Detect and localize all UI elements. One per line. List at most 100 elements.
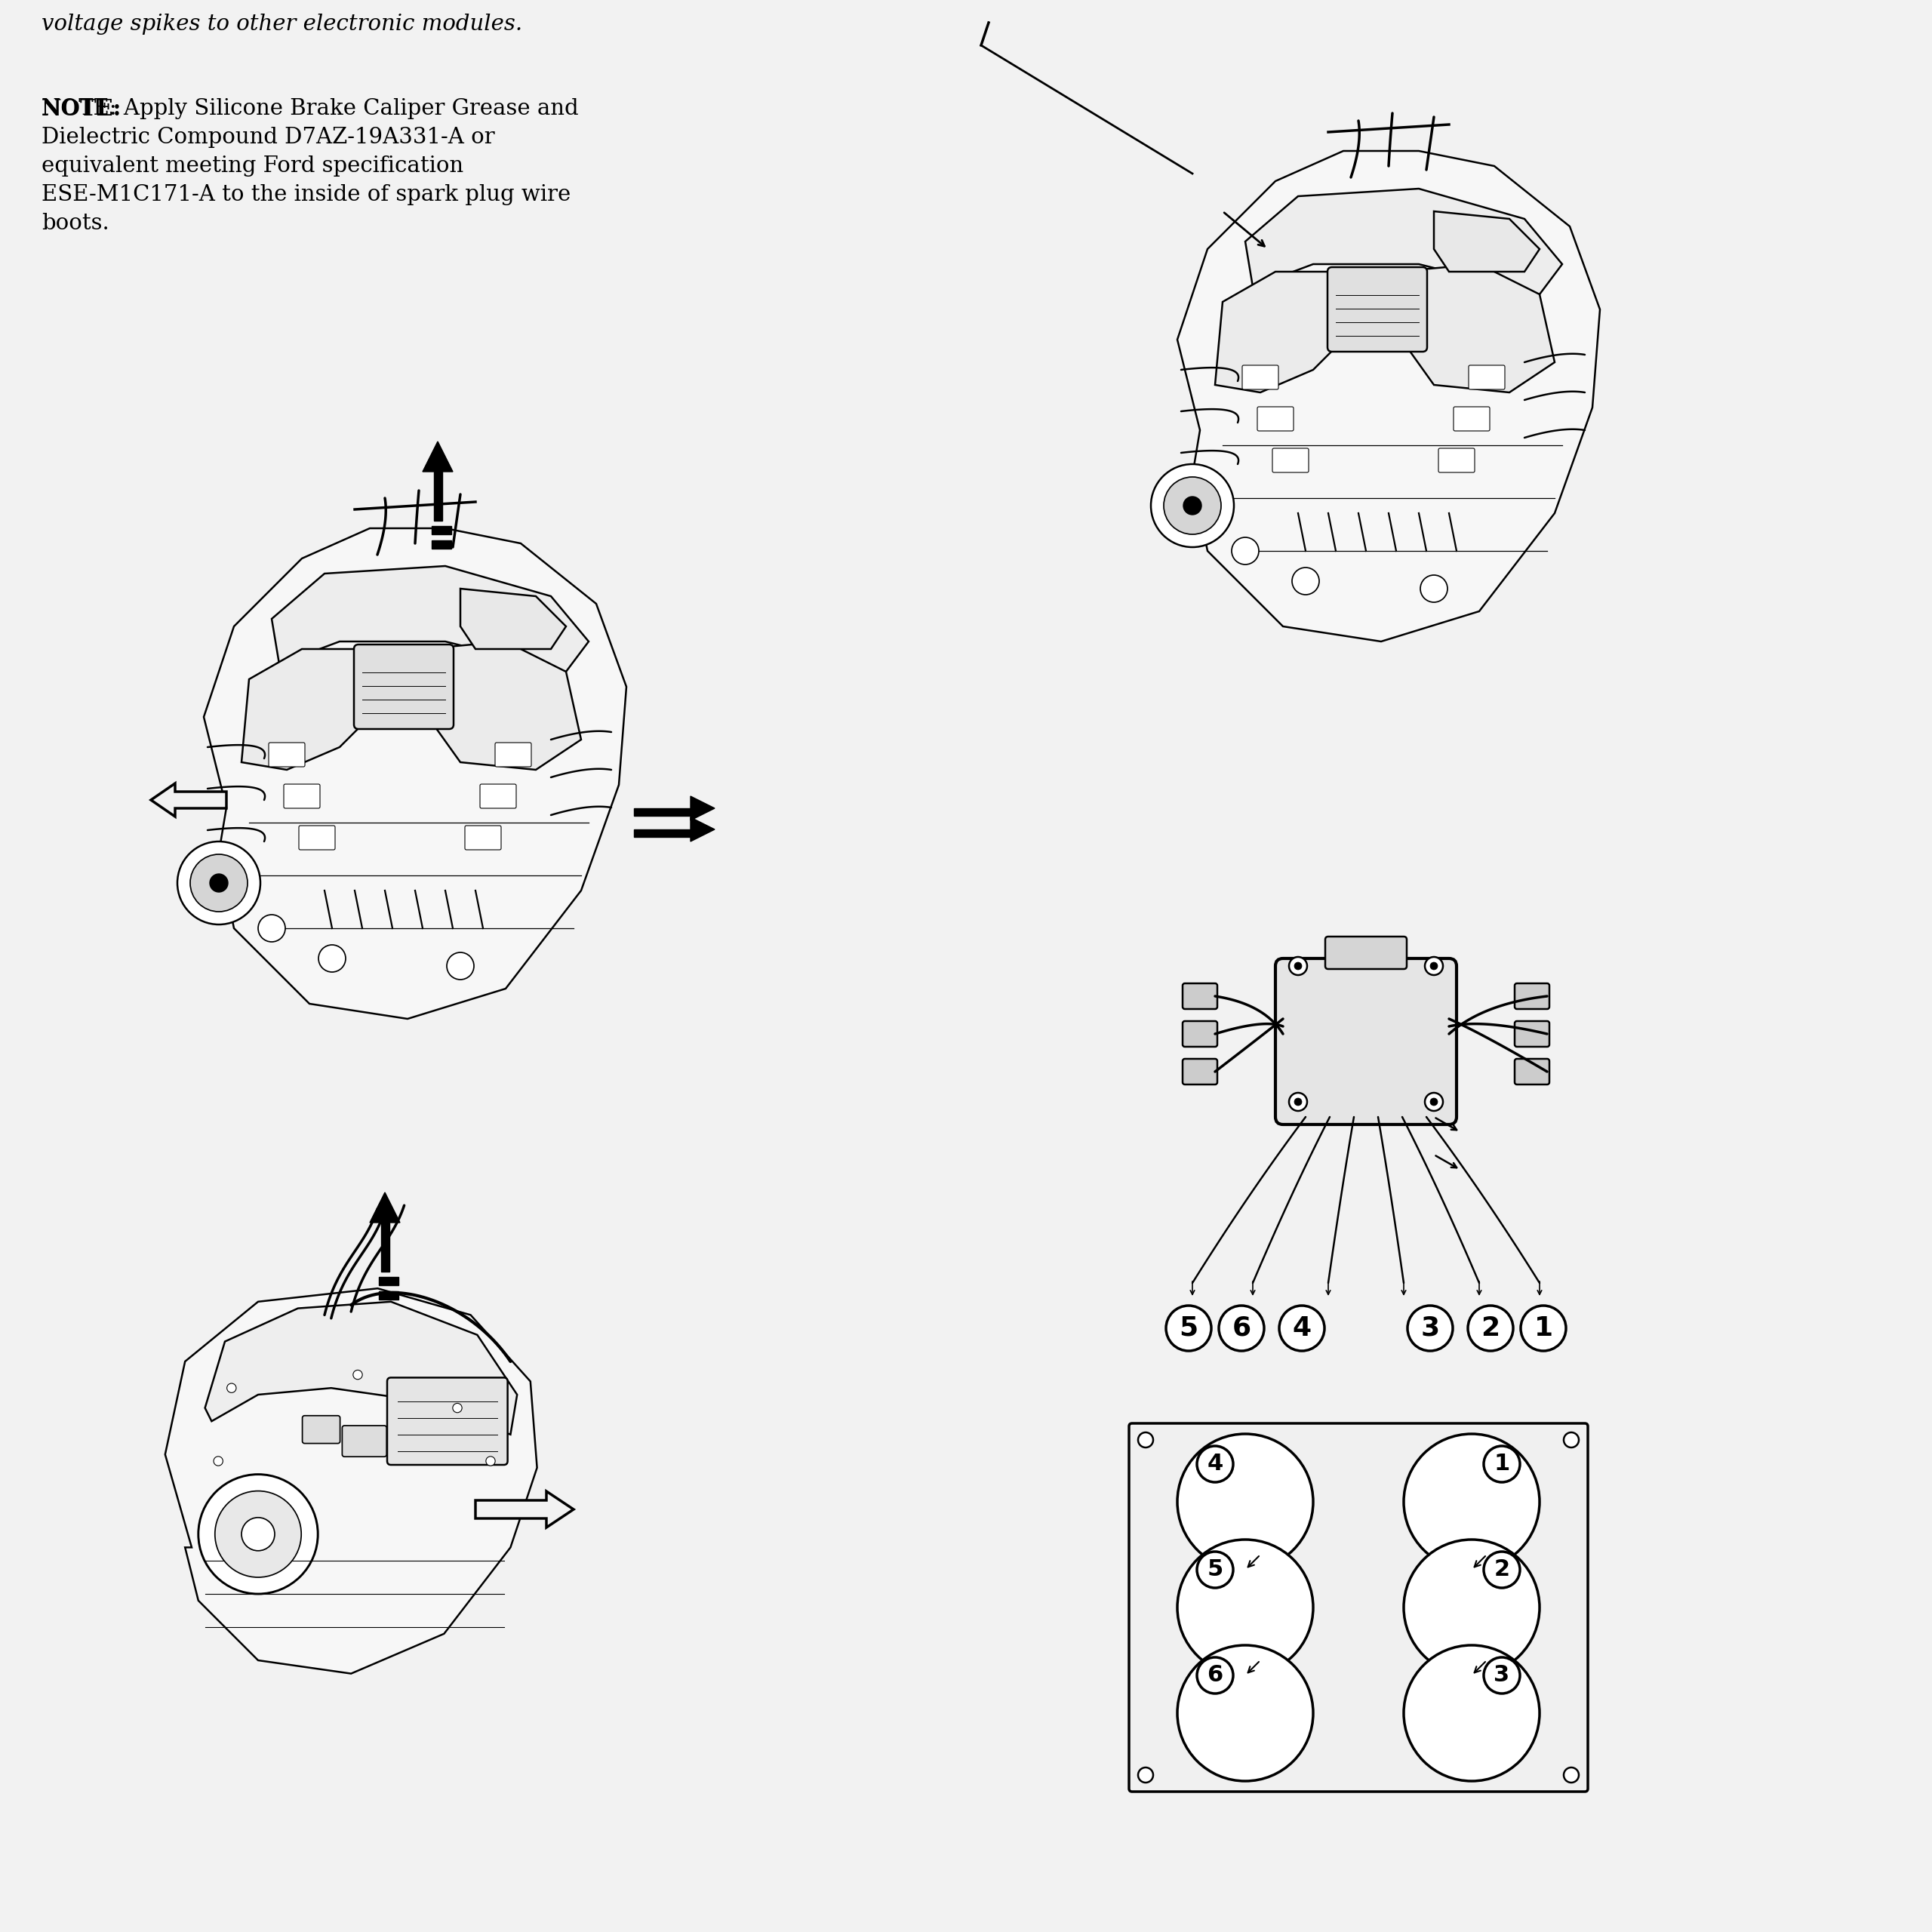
Circle shape [1408,1306,1453,1350]
Text: 5: 5 [1179,1316,1198,1341]
Circle shape [1177,1646,1314,1781]
FancyBboxPatch shape [466,825,500,850]
Polygon shape [242,649,377,769]
Polygon shape [1177,151,1600,641]
Circle shape [1138,1432,1153,1447]
Bar [634,808,690,815]
Polygon shape [423,641,582,769]
Bar [379,1291,398,1300]
Polygon shape [272,566,589,672]
FancyBboxPatch shape [354,645,454,728]
Circle shape [1294,1097,1302,1105]
Text: 6: 6 [1208,1665,1223,1687]
Polygon shape [690,796,715,821]
Polygon shape [475,1492,574,1528]
Circle shape [214,1457,222,1466]
Bar [431,541,452,549]
Circle shape [1177,1540,1314,1675]
Circle shape [1151,464,1235,547]
Polygon shape [164,1289,537,1673]
Polygon shape [151,782,226,817]
Circle shape [1167,1306,1211,1350]
Polygon shape [1215,272,1350,392]
Circle shape [1198,1445,1233,1482]
FancyBboxPatch shape [1453,408,1490,431]
Circle shape [259,914,286,943]
Circle shape [1405,1434,1540,1569]
Circle shape [242,1517,274,1551]
Circle shape [1279,1306,1325,1350]
Bar [431,526,452,535]
Circle shape [1163,477,1221,535]
Circle shape [1198,1551,1233,1588]
FancyBboxPatch shape [495,742,531,767]
FancyBboxPatch shape [1515,1022,1549,1047]
Circle shape [452,1403,462,1412]
Text: 5: 5 [1208,1559,1223,1580]
Polygon shape [205,1302,518,1434]
FancyBboxPatch shape [386,1378,508,1464]
FancyBboxPatch shape [1242,365,1279,390]
Text: 4: 4 [1293,1316,1312,1341]
Circle shape [1294,962,1302,970]
FancyBboxPatch shape [269,742,305,767]
Text: 3: 3 [1493,1665,1509,1687]
Bar [379,1277,398,1285]
FancyBboxPatch shape [1258,408,1294,431]
Polygon shape [369,1192,400,1223]
Circle shape [1484,1658,1520,1694]
Text: 2: 2 [1493,1559,1509,1580]
Polygon shape [690,817,715,842]
FancyBboxPatch shape [1182,983,1217,1009]
FancyBboxPatch shape [1273,448,1308,473]
Text: NOTE:: NOTE: [41,99,122,120]
Circle shape [1563,1768,1578,1783]
Circle shape [446,952,473,980]
Circle shape [487,1457,495,1466]
Text: ESE-M1C171-A to the inside of spark plug wire: ESE-M1C171-A to the inside of spark plug… [41,184,570,205]
Circle shape [1293,568,1320,595]
Circle shape [214,1492,301,1577]
Polygon shape [423,442,452,471]
FancyBboxPatch shape [284,784,321,808]
FancyBboxPatch shape [1275,958,1457,1124]
Text: Dielectric Compound D7AZ-19A331-A or: Dielectric Compound D7AZ-19A331-A or [41,128,495,149]
Circle shape [1184,497,1202,514]
Text: 1: 1 [1534,1316,1553,1341]
Circle shape [319,945,346,972]
Circle shape [1289,1094,1308,1111]
Circle shape [189,854,247,912]
FancyBboxPatch shape [479,784,516,808]
Text: 6: 6 [1233,1316,1250,1341]
Circle shape [1430,1097,1437,1105]
FancyBboxPatch shape [342,1426,386,1457]
Circle shape [1405,1646,1540,1781]
Circle shape [1484,1445,1520,1482]
Circle shape [211,873,228,893]
FancyBboxPatch shape [1327,267,1428,352]
Circle shape [1520,1306,1567,1350]
Text: 1: 1 [1493,1453,1509,1474]
Circle shape [1426,1094,1443,1111]
FancyBboxPatch shape [1515,983,1549,1009]
Polygon shape [1434,211,1540,272]
Polygon shape [1397,265,1555,392]
FancyBboxPatch shape [1182,1059,1217,1084]
Text: 4: 4 [1208,1453,1223,1474]
Circle shape [1426,956,1443,976]
Text: voltage spikes to other electronic modules.: voltage spikes to other electronic modul… [41,14,522,35]
Text: 2: 2 [1482,1316,1499,1341]
FancyBboxPatch shape [1439,448,1474,473]
FancyBboxPatch shape [1182,1022,1217,1047]
Circle shape [1563,1432,1578,1447]
Polygon shape [203,527,626,1018]
FancyBboxPatch shape [1468,365,1505,390]
Circle shape [1484,1551,1520,1588]
Polygon shape [460,589,566,649]
Circle shape [1405,1540,1540,1675]
Text: 3: 3 [1420,1316,1439,1341]
Text: equivalent meeting Ford specification: equivalent meeting Ford specification [41,155,464,176]
Bar [433,471,442,522]
Bar [634,829,690,837]
Circle shape [1430,962,1437,970]
